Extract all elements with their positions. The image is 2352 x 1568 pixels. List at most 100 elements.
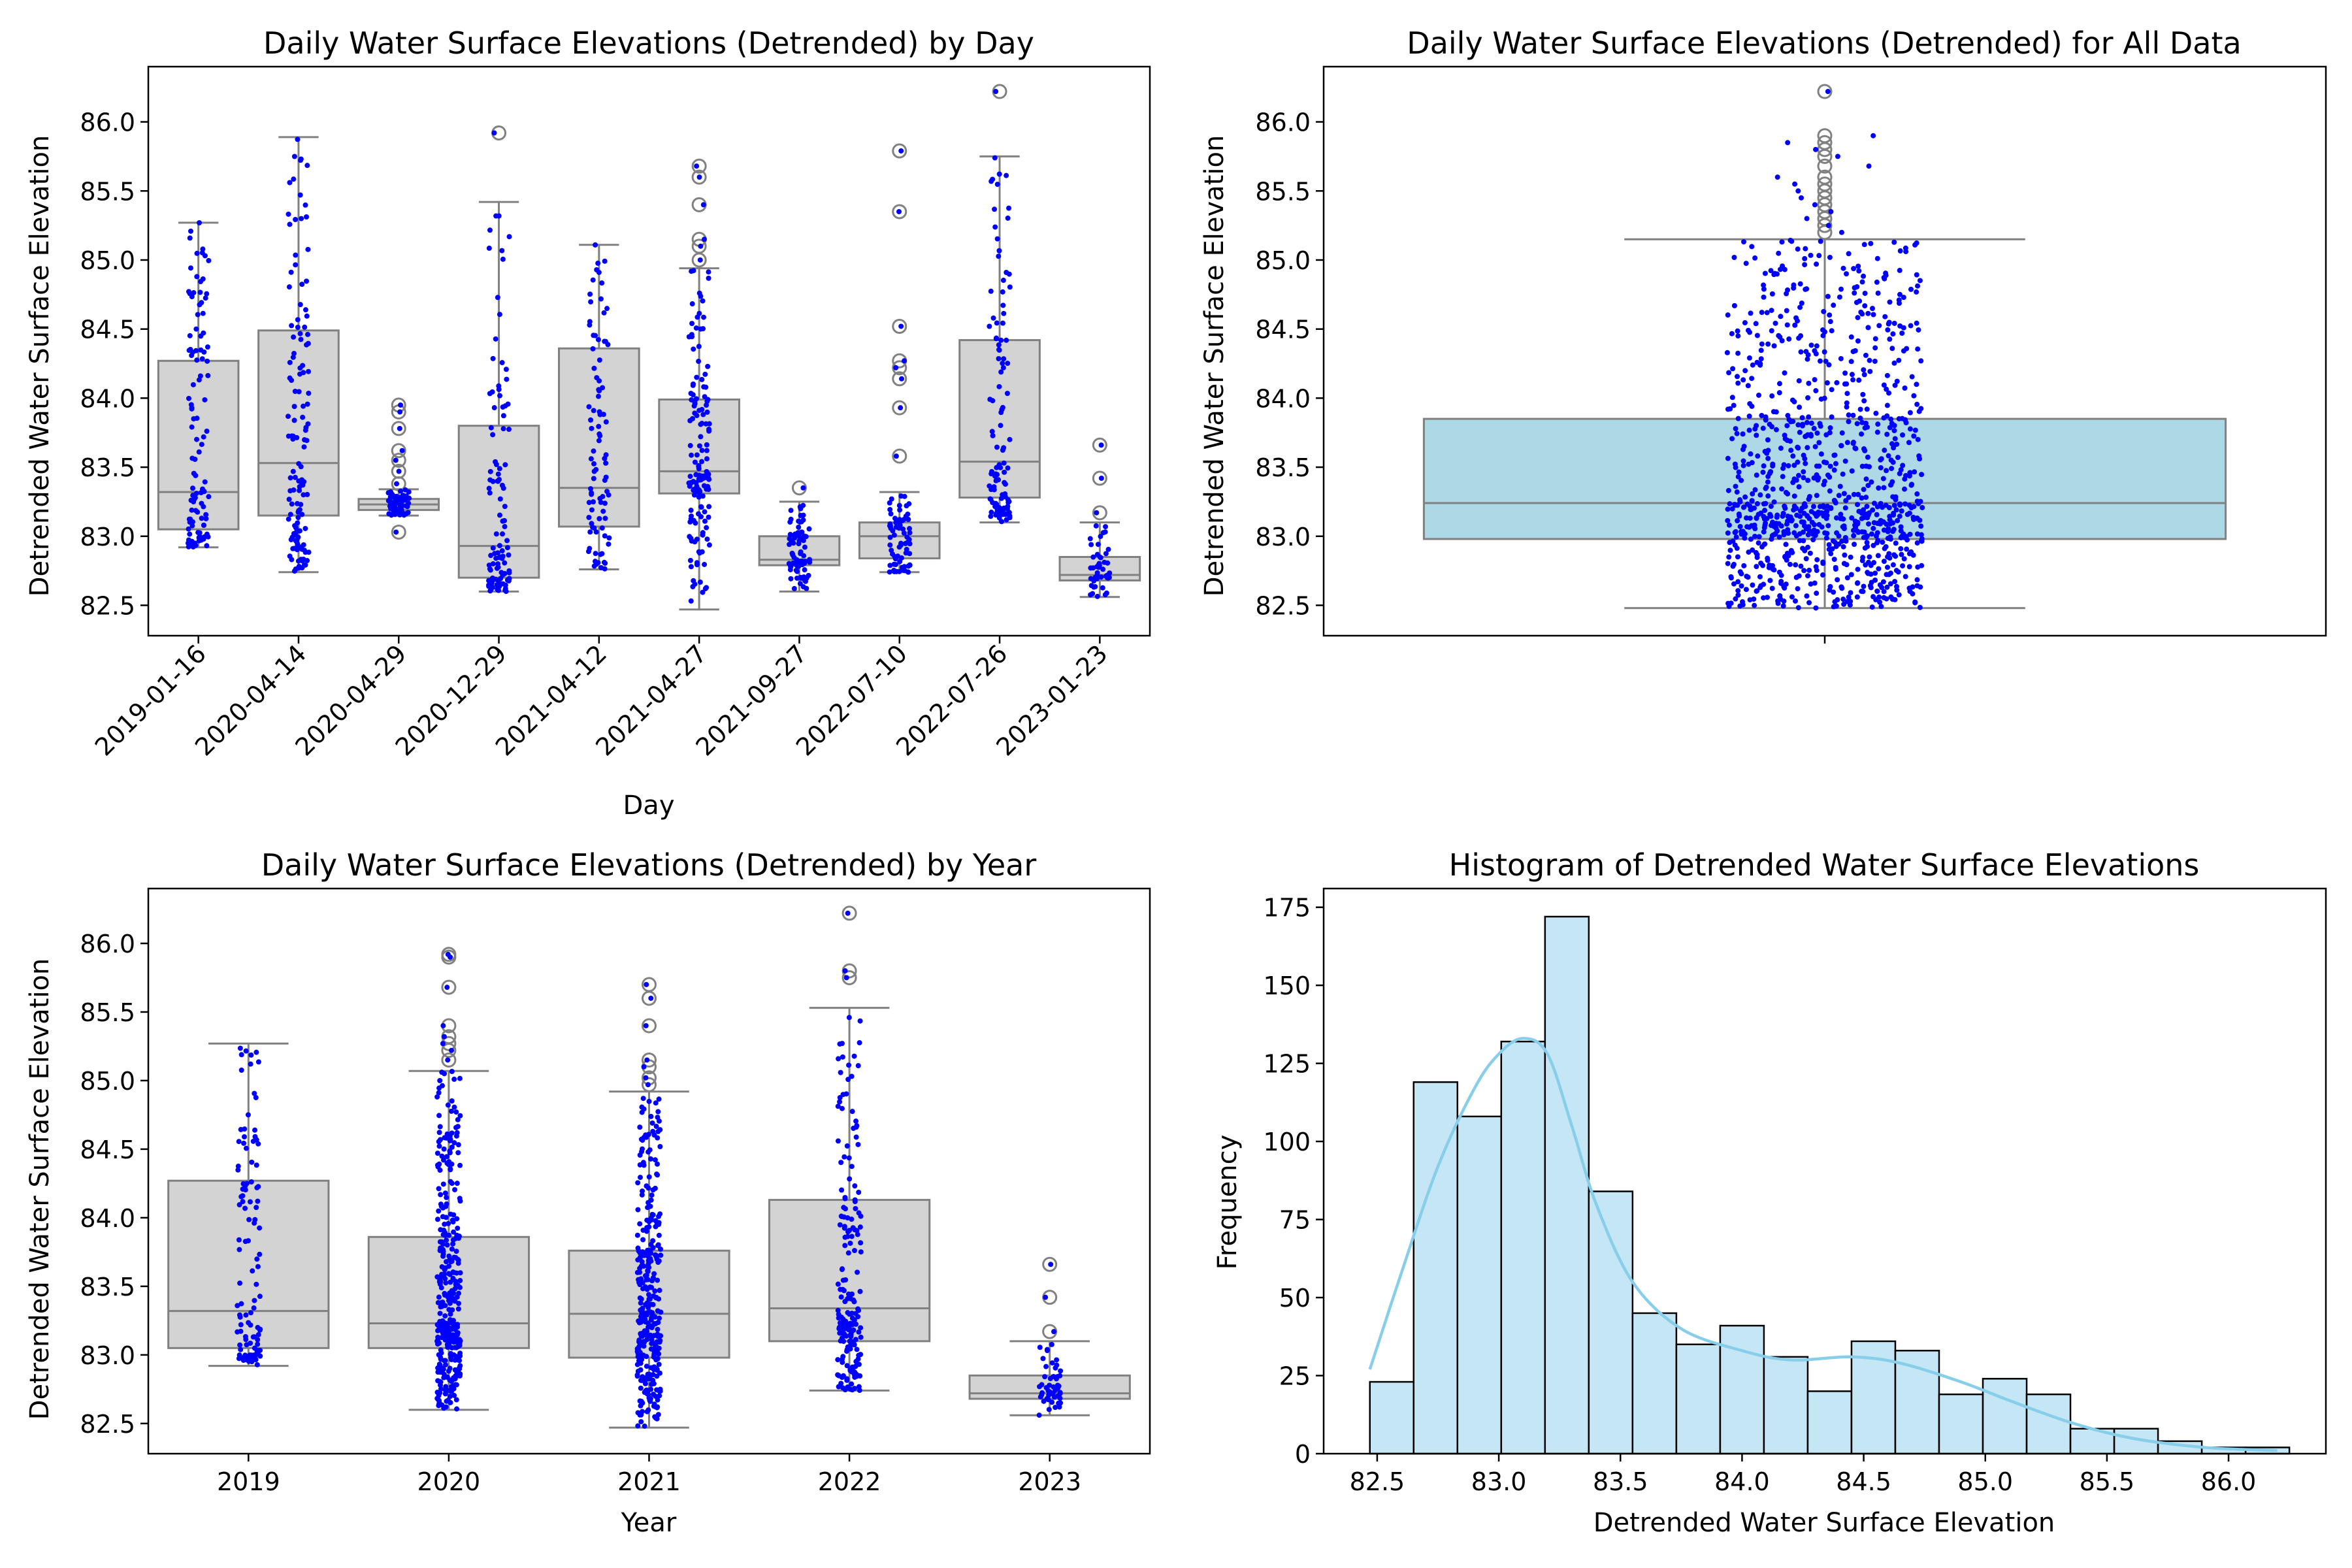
data-point (1907, 470, 1913, 476)
data-point (1733, 502, 1739, 508)
data-point (1861, 242, 1867, 248)
data-point (998, 337, 1004, 343)
data-point (706, 275, 711, 281)
data-point (1841, 491, 1847, 497)
data-point (1740, 446, 1746, 452)
data-point (1756, 540, 1761, 546)
data-point (1750, 362, 1756, 368)
data-point (451, 1104, 457, 1110)
data-point (844, 1347, 850, 1353)
data-point (841, 1224, 847, 1230)
data-point (192, 495, 198, 500)
data-point (1784, 291, 1789, 297)
data-point (849, 1217, 855, 1222)
data-point (495, 550, 500, 556)
data-point (1748, 451, 1754, 457)
data-point (637, 1398, 643, 1404)
data-point (240, 1181, 246, 1186)
data-point (1886, 453, 1891, 459)
y-axis-label: Frequency (1213, 1135, 1243, 1270)
data-point (603, 474, 609, 480)
data-point (1855, 315, 1861, 321)
data-point (240, 1199, 246, 1205)
data-point (435, 1339, 441, 1345)
data-point (1768, 268, 1774, 274)
data-point (649, 1192, 655, 1198)
data-point (1871, 560, 1877, 566)
data-point (204, 543, 210, 549)
data-point (1769, 563, 1775, 568)
data-point (1874, 530, 1880, 536)
data-point (1838, 584, 1844, 590)
data-point (1772, 532, 1778, 538)
data-point (204, 429, 210, 434)
data-point (1914, 272, 1919, 278)
data-point (1875, 538, 1881, 544)
data-point (992, 504, 998, 510)
data-point (1823, 515, 1829, 521)
data-point (1820, 572, 1825, 578)
y-tick-label: 85.0 (80, 246, 135, 275)
data-point (1735, 416, 1741, 421)
data-point (596, 438, 602, 444)
data-point (1863, 511, 1869, 517)
data-point (1860, 589, 1866, 595)
data-point (635, 1207, 641, 1213)
data-point (1757, 585, 1763, 591)
data-point (590, 277, 596, 283)
data-point (1889, 596, 1895, 602)
data-point (194, 357, 200, 363)
data-point (1891, 445, 1897, 451)
data-point (643, 1301, 649, 1307)
data-point (857, 1224, 863, 1230)
data-point (1785, 140, 1791, 146)
outlier-marker (391, 463, 406, 479)
data-point (1795, 605, 1801, 611)
data-point (1788, 547, 1794, 553)
data-point (1789, 594, 1795, 600)
histogram-bar (1631, 1312, 1678, 1455)
data-point (789, 561, 795, 566)
data-point (440, 1253, 446, 1259)
data-point (254, 1362, 260, 1367)
data-point (1782, 505, 1788, 511)
y-tick-label: 150 (1263, 972, 1311, 1000)
data-point (1844, 271, 1850, 277)
data-point (1782, 553, 1788, 559)
data-point (1870, 312, 1876, 318)
data-point (1863, 476, 1869, 482)
data-point (1750, 547, 1756, 553)
data-point (502, 582, 508, 588)
data-point (602, 455, 608, 461)
data-point (1859, 419, 1865, 425)
data-point (1851, 266, 1857, 272)
data-point (1803, 556, 1809, 562)
data-point (1903, 249, 1909, 255)
data-point (653, 1218, 659, 1224)
data-point (898, 493, 904, 499)
data-point (636, 1320, 642, 1326)
data-point (998, 465, 1004, 470)
data-point (1801, 452, 1806, 458)
data-point (436, 1352, 442, 1358)
data-point (193, 348, 199, 353)
data-point (1765, 479, 1771, 485)
data-point (696, 443, 702, 449)
data-point (1784, 322, 1790, 328)
data-point (1904, 546, 1910, 552)
data-point (434, 1396, 440, 1401)
data-point (457, 1162, 463, 1168)
data-point (446, 1344, 451, 1350)
data-point (1812, 348, 1818, 353)
data-point (1818, 451, 1824, 457)
data-point (1824, 508, 1830, 514)
chart-title: Daily Water Surface Elevations (Detrende… (1407, 25, 2241, 61)
data-point (1727, 547, 1733, 553)
data-point (1782, 267, 1788, 272)
data-point (893, 562, 899, 568)
data-point (300, 414, 306, 420)
data-point (287, 553, 293, 559)
data-point (1842, 505, 1848, 511)
data-point (456, 1301, 462, 1307)
box-2023-01-23 (1058, 437, 1141, 599)
